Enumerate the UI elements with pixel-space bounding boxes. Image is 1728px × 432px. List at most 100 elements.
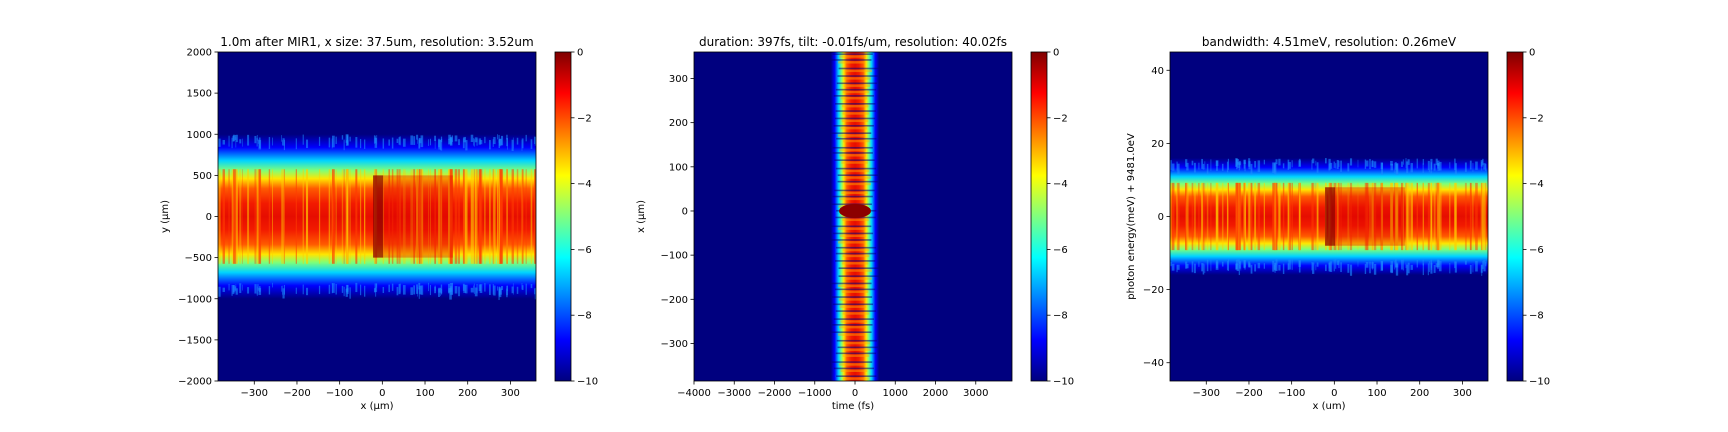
edge-flicker: [448, 283, 450, 294]
edge-flicker: [1338, 259, 1340, 269]
edge-flicker: [500, 285, 504, 290]
edge-flicker: [428, 139, 429, 146]
edge-flicker: [1328, 262, 1330, 269]
edge-flicker: [1291, 160, 1293, 168]
x-tick-label: 200: [1410, 388, 1429, 399]
y-tick-label: 100: [669, 162, 688, 173]
edge-flicker: [1428, 160, 1430, 173]
streak: [1437, 182, 1440, 251]
edge-flicker: [247, 287, 250, 294]
edge-flicker: [1298, 158, 1301, 167]
edge-flicker: [1177, 264, 1180, 270]
edge-flicker: [1171, 263, 1175, 271]
edge-flicker: [1472, 163, 1474, 173]
edge-flicker: [1236, 264, 1239, 272]
heatmap: [830, 52, 880, 381]
edge-flicker: [1401, 259, 1403, 270]
streak: [1395, 182, 1399, 251]
axes-frame: [693, 51, 1013, 382]
x-axis-label: time (fs): [832, 401, 874, 412]
edge-flicker: [258, 287, 262, 295]
edge-flicker: [1381, 261, 1384, 271]
colorbar-tick-label: −4: [1053, 179, 1068, 190]
edge-flicker: [1185, 261, 1188, 269]
streak: [462, 169, 465, 264]
edge-flicker: [1381, 162, 1384, 175]
panel-2: −4000 −3000 −2000 −1000 0 1000 2000 3000−300−20…: [636, 35, 1074, 412]
edge-flicker: [1210, 159, 1212, 172]
streak: [521, 169, 524, 264]
edge-flicker: [318, 136, 321, 146]
ripple-dark: [835, 310, 877, 312]
edge-flicker: [254, 135, 257, 144]
ripple-bright: [841, 290, 869, 293]
edge-flicker: [1254, 264, 1257, 272]
streak: [1171, 182, 1175, 251]
ripple-dark: [836, 82, 878, 85]
edge-flicker: [1204, 264, 1206, 273]
chart-title: bandwidth: 4.51meV, resolution: 0.26meV: [1202, 35, 1457, 49]
edge-flicker: [1191, 261, 1194, 273]
chart-title: duration: 397fs, tilt: -0.01fs/um, resol…: [699, 35, 1007, 49]
edge-flicker: [498, 287, 502, 298]
edge-flicker: [1364, 159, 1367, 169]
ripple-bright: [841, 161, 868, 164]
edge-flicker: [1406, 264, 1409, 276]
streak: [449, 169, 453, 264]
streak: [234, 169, 237, 264]
colorbar-tick-label: −6: [1053, 245, 1068, 256]
edge-flicker: [1449, 262, 1451, 274]
edge-flicker: [391, 137, 394, 149]
edge-flicker: [1198, 162, 1200, 170]
streak: [1278, 182, 1281, 251]
streak: [1288, 182, 1291, 251]
streak: [439, 169, 441, 264]
edge-flicker: [1395, 263, 1399, 276]
edge-flicker: [516, 137, 519, 145]
streak: [1254, 182, 1257, 251]
edge-flicker: [440, 138, 443, 151]
y-tick-label: −40: [1143, 358, 1164, 369]
edge-flicker: [1437, 259, 1440, 268]
edge-flicker: [1176, 264, 1178, 273]
x-tick-label: −100: [326, 388, 353, 399]
edge-flicker: [1236, 159, 1239, 165]
edge-flicker: [398, 284, 401, 295]
edge-flicker: [1282, 263, 1285, 274]
y-tick-label: 0: [1158, 212, 1164, 223]
edge-flicker: [247, 134, 250, 146]
edge-flicker: [410, 287, 414, 295]
heatmap: [1170, 158, 1488, 276]
edge-flicker: [1335, 259, 1337, 269]
edge-flicker: [478, 138, 482, 145]
edge-flicker: [418, 282, 421, 290]
ripple-dark: [831, 361, 873, 363]
streak: [1236, 182, 1239, 251]
edge-flicker: [493, 285, 496, 296]
ripple-bright: [842, 354, 870, 357]
edge-flicker: [239, 283, 242, 294]
colorbar-gradient: [554, 51, 572, 382]
edge-flicker: [498, 139, 501, 149]
edge-flicker: [1402, 159, 1404, 165]
streak: [1454, 182, 1456, 251]
ripple-bright: [840, 369, 868, 372]
streak: [1204, 182, 1206, 251]
streak: [272, 169, 273, 264]
edge-flicker: [1248, 161, 1251, 170]
edge-flicker: [410, 135, 414, 145]
edge-flicker: [1438, 261, 1442, 272]
edge-flicker: [1216, 160, 1218, 171]
streak: [295, 169, 297, 264]
streak: [458, 169, 460, 264]
ripple-dark: [834, 260, 876, 262]
x-tick-label: 300: [1453, 388, 1472, 399]
edge-flicker: [1275, 159, 1278, 165]
edge-flicker: [498, 138, 502, 147]
streak: [1357, 182, 1359, 251]
ripple-bright: [845, 277, 872, 280]
edge-flicker: [256, 134, 258, 141]
edge-flicker: [1186, 162, 1189, 171]
peak-ridge: [1325, 187, 1336, 246]
y-tick-label: 500: [193, 171, 212, 182]
